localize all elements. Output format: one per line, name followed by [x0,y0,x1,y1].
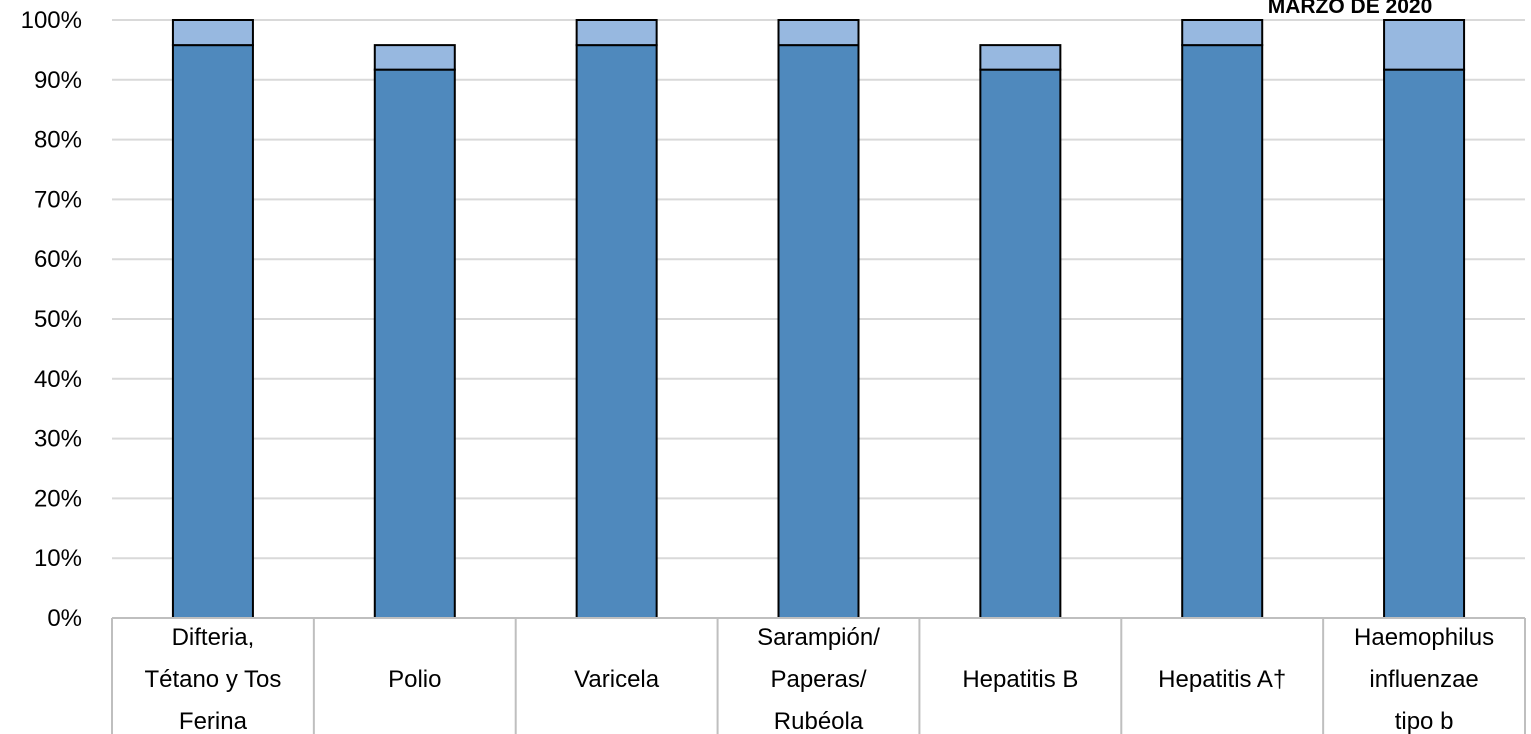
y-tick-label: 80% [34,127,82,154]
y-axis-ticks: 0% 10% 20% 30% 40% 50% 60% 70% 80% 90% 100% [21,7,82,632]
bar-segment-2 [1181,19,1264,47]
bar-segment-2 [777,19,860,47]
bar-segment-2 [575,19,658,47]
bar-segment-1 [777,44,860,619]
bar-segment-1 [979,68,1062,620]
bar-segment-1 [1383,68,1466,620]
chart-title: MARZO DE 2020 [1268,0,1433,18]
y-tick-label: 20% [34,485,82,512]
y-tick-label: 10% [34,545,82,572]
category-label: Hepatitis A† [1158,666,1286,693]
bar-segment-2 [979,44,1062,71]
y-tick-label: 90% [34,67,82,94]
y-tick-label: 0% [47,605,82,632]
x-axis: Difteria, Tétano y Tos Ferina Polio Varicela… [111,617,1526,734]
bar-segment-1 [171,44,254,619]
bar-segment-2 [373,44,456,71]
bar-segment-1 [1181,44,1264,619]
bar-segment-2 [1383,19,1466,71]
bar-segment-1 [373,68,456,620]
category-label: Varicela [574,666,660,693]
category-label: Difteria, Tétano y Tos Ferina [144,624,281,734]
bar-segment-2 [171,19,254,47]
y-tick-label: 70% [34,186,82,213]
y-tick-label: 40% [34,366,82,393]
y-tick-label: 50% [34,306,82,333]
category-label: Sarampión/Paperas/Rubéola [757,624,880,734]
y-tick-label: 60% [34,246,82,273]
y-tick-label: 100% [21,7,82,34]
category-label: Polio [388,666,441,693]
y-tick-label: 30% [34,426,82,453]
bar-segment-1 [575,44,658,619]
category-label: Hepatitis B [962,666,1078,693]
category-label: Haemophilus influenzae tipo b [1354,624,1494,734]
